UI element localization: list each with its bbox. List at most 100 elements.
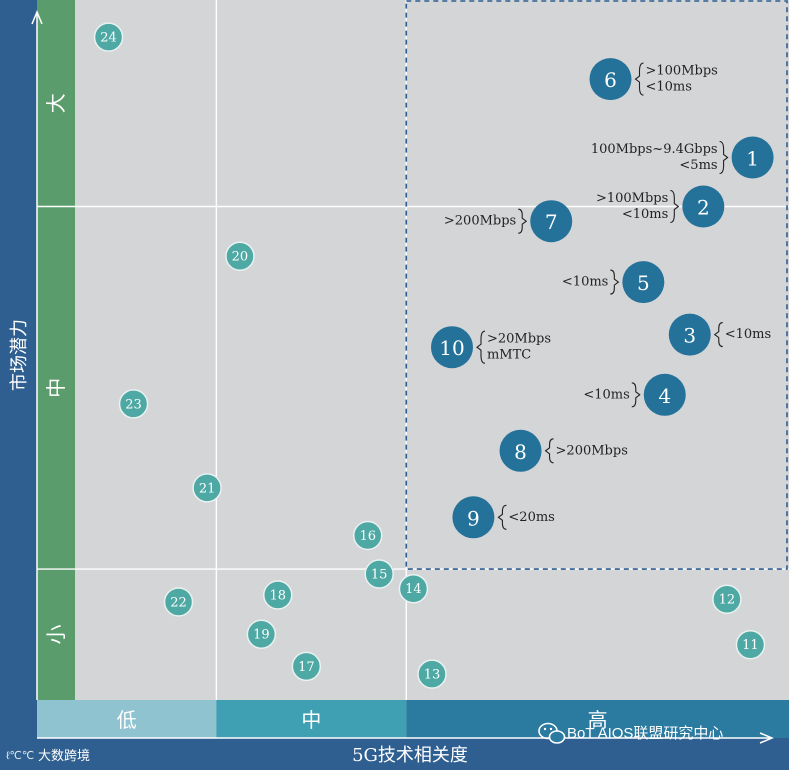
note-text-1-1: <5ms [679, 158, 717, 173]
x-axis-title: 5G技术相关度 [352, 745, 468, 766]
y-axis-arrow [31, 10, 43, 25]
point-notes: 100Mbps~9.4Gbps<5ms>100Mbps<10ms<10ms<10… [444, 62, 771, 530]
x-band-2 [406, 700, 789, 738]
point-21 [192, 473, 222, 503]
note-bracket-5 [610, 269, 620, 295]
point-label-15: 15 [371, 568, 388, 583]
note-text-10-0: >20Mbps [487, 332, 551, 347]
point-label-5: 5 [637, 271, 650, 295]
point-22 [163, 587, 194, 617]
frame-left [0, 0, 37, 770]
point-11 [735, 629, 766, 660]
point-label-21: 21 [199, 481, 216, 496]
point-1 [731, 136, 774, 179]
point-label-9: 9 [467, 506, 480, 530]
point-15 [364, 559, 394, 589]
note-text-3-0: <10ms [725, 327, 771, 342]
point-label-4: 4 [658, 384, 671, 408]
point-20 [225, 241, 255, 271]
watermark-left-logo: ℓ℃℃ [6, 750, 34, 762]
y-band-label-2: 大 [44, 93, 68, 113]
note-bracket-4 [631, 382, 641, 408]
point-label-2: 2 [697, 196, 710, 220]
point-label-17: 17 [298, 660, 315, 675]
point-4 [643, 373, 686, 416]
note-bracket-10 [476, 330, 486, 364]
y-band-label-0: 小 [44, 625, 68, 645]
note-bracket-8 [544, 438, 554, 464]
point-7 [530, 200, 573, 243]
note-text-1-0: 100Mbps~9.4Gbps [591, 142, 718, 157]
point-label-10: 10 [439, 336, 464, 360]
y-band-bar [37, 0, 75, 700]
wechat-icon [538, 722, 566, 744]
watermark-left: ℓ℃℃ 大数跨境 [6, 748, 90, 763]
watermark-left-text: 大数跨境 [38, 748, 90, 763]
point-label-6: 6 [604, 68, 617, 92]
note-text-6-0: >100Mbps [646, 64, 718, 79]
point-label-12: 12 [719, 593, 736, 608]
frame-bottom [0, 738, 789, 770]
point-12 [712, 584, 742, 614]
point-5 [622, 261, 665, 304]
axes [31, 10, 774, 744]
y-band-label-1: 中 [44, 378, 68, 398]
note-bracket-1 [719, 140, 729, 175]
point-6 [589, 58, 632, 101]
note-text-2-0: >100Mbps [596, 191, 668, 206]
point-2 [682, 185, 725, 228]
watermark-right-text: BoT AIOS联盟研究中心 [567, 725, 723, 742]
x-band-label-2: 高 [588, 708, 608, 732]
note-text-2-1: <10ms [622, 207, 668, 222]
point-label-22: 22 [170, 596, 187, 611]
note-text-10-1: mMTC [487, 348, 531, 363]
note-text-5-0: <10ms [562, 275, 608, 290]
point-9 [452, 496, 495, 539]
note-bracket-9 [497, 504, 507, 530]
point-10 [430, 326, 473, 369]
point-label-18: 18 [270, 589, 287, 604]
note-text-8-0: >200Mbps [556, 443, 628, 458]
point-label-8: 8 [514, 440, 527, 464]
note-bracket-7 [518, 208, 528, 234]
point-14 [398, 573, 429, 604]
point-13 [417, 659, 447, 689]
point-label-19: 19 [253, 628, 270, 643]
point-24 [93, 22, 124, 52]
x-band-label-0: 低 [117, 708, 137, 732]
note-text-9-0: <20ms [508, 510, 554, 525]
point-label-3: 3 [683, 324, 696, 348]
x-band-0 [37, 700, 217, 738]
point-8 [499, 429, 542, 472]
axis-bands: 低中高小中大 [37, 0, 789, 738]
point-16 [352, 520, 383, 551]
watermark-right: BoT AIOS联盟研究中心 [538, 722, 723, 744]
point-label-14: 14 [405, 582, 422, 597]
note-text-4-0: <10ms [583, 387, 629, 402]
point-3 [668, 313, 711, 356]
note-bracket-2 [670, 189, 680, 224]
y-axis-title: 市场潜力 [9, 319, 30, 391]
point-label-11: 11 [742, 638, 759, 653]
note-text-7-0: >200Mbps [444, 214, 516, 229]
point-label-7: 7 [545, 210, 558, 234]
point-18 [263, 580, 293, 610]
x-axis-arrow [759, 732, 774, 744]
x-band-1 [216, 700, 407, 738]
point-19 [246, 619, 277, 649]
point-label-24: 24 [100, 31, 117, 46]
highlight-region [405, 0, 788, 570]
point-label-1: 1 [746, 147, 759, 171]
point-label-13: 13 [424, 668, 441, 683]
x-band-label-1: 中 [301, 708, 321, 732]
point-17 [291, 651, 322, 682]
point-label-23: 23 [125, 397, 142, 412]
note-bracket-3 [713, 322, 723, 348]
point-23 [118, 389, 149, 419]
note-bracket-6 [634, 62, 644, 96]
point-label-16: 16 [359, 529, 376, 544]
note-text-6-1: <10ms [646, 80, 692, 95]
point-label-20: 20 [232, 250, 249, 265]
